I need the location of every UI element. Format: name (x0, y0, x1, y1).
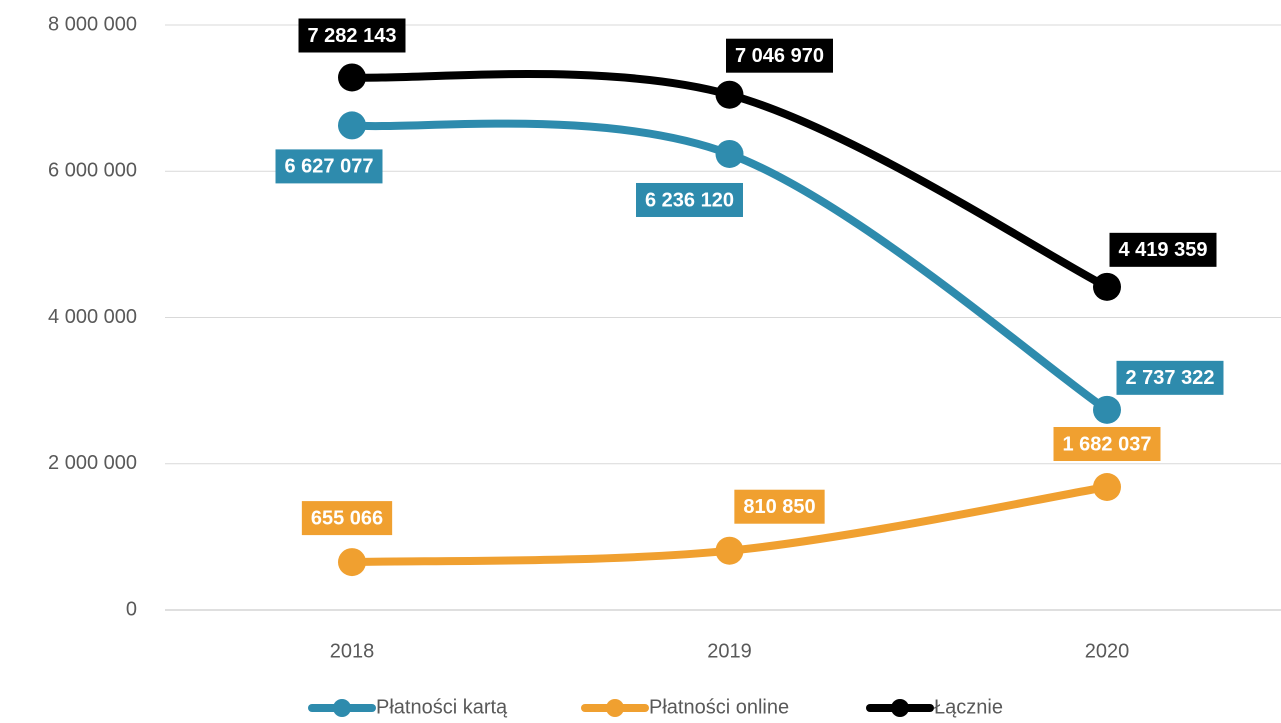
y-tick-label: 2 000 000 (48, 452, 137, 474)
legend-label: Płatności kartą (376, 696, 508, 718)
data-label-box (301, 501, 393, 536)
point-marker (338, 63, 366, 92)
data-label-box (1116, 360, 1224, 395)
point-marker (1093, 395, 1121, 424)
legend-label: Łącznie (934, 696, 1003, 718)
data-label-text: 6 627 077 (285, 156, 374, 178)
point-marker (715, 536, 744, 565)
data-label-box (275, 149, 383, 184)
data-label-box (636, 182, 743, 217)
data-label: 1 682 037 (1053, 427, 1161, 462)
y-tick-label: 8 000 000 (48, 13, 137, 35)
data-label-text: 655 066 (311, 507, 383, 529)
data-label: 7 046 970 (726, 38, 833, 73)
y-tick-label: 6 000 000 (48, 160, 137, 182)
data-label-text: 810 850 (743, 496, 815, 518)
data-label-box (734, 489, 825, 524)
y-tick-label: 0 (126, 598, 137, 620)
x-tick-label: 2020 (1085, 640, 1130, 662)
data-label-box (298, 18, 406, 53)
point-marker (338, 548, 366, 577)
x-tick-label: 2019 (707, 640, 752, 662)
data-label: 810 850 (734, 489, 825, 524)
y-tick-label: 4 000 000 (48, 306, 137, 328)
x-tick-label: 2018 (330, 640, 375, 662)
data-label-text: 6 236 120 (645, 189, 734, 211)
data-label-text: 7 046 970 (735, 45, 824, 67)
data-label-box (1109, 232, 1217, 267)
data-label-box (1053, 427, 1161, 462)
point-marker (715, 80, 744, 109)
data-label-text: 2 737 322 (1126, 367, 1215, 389)
legend-marker (606, 699, 624, 717)
point-marker (1093, 473, 1121, 502)
data-label: 4 419 359 (1109, 232, 1217, 267)
point-marker (715, 139, 744, 168)
data-label-text: 7 282 143 (308, 25, 397, 47)
data-label: 7 282 143 (298, 18, 406, 53)
legend-marker (333, 699, 351, 717)
point-marker (1093, 272, 1121, 301)
point-marker (338, 111, 366, 140)
data-label-text: 4 419 359 (1119, 239, 1208, 261)
legend-label: Płatności online (649, 696, 789, 718)
data-label-text: 1 682 037 (1063, 433, 1152, 455)
data-label-box (726, 38, 833, 73)
legend-marker (891, 699, 909, 717)
data-label: 655 066 (301, 501, 393, 536)
data-label: 6 236 120 (636, 182, 743, 217)
data-label: 2 737 322 (1116, 360, 1224, 395)
data-label: 6 627 077 (275, 149, 383, 184)
